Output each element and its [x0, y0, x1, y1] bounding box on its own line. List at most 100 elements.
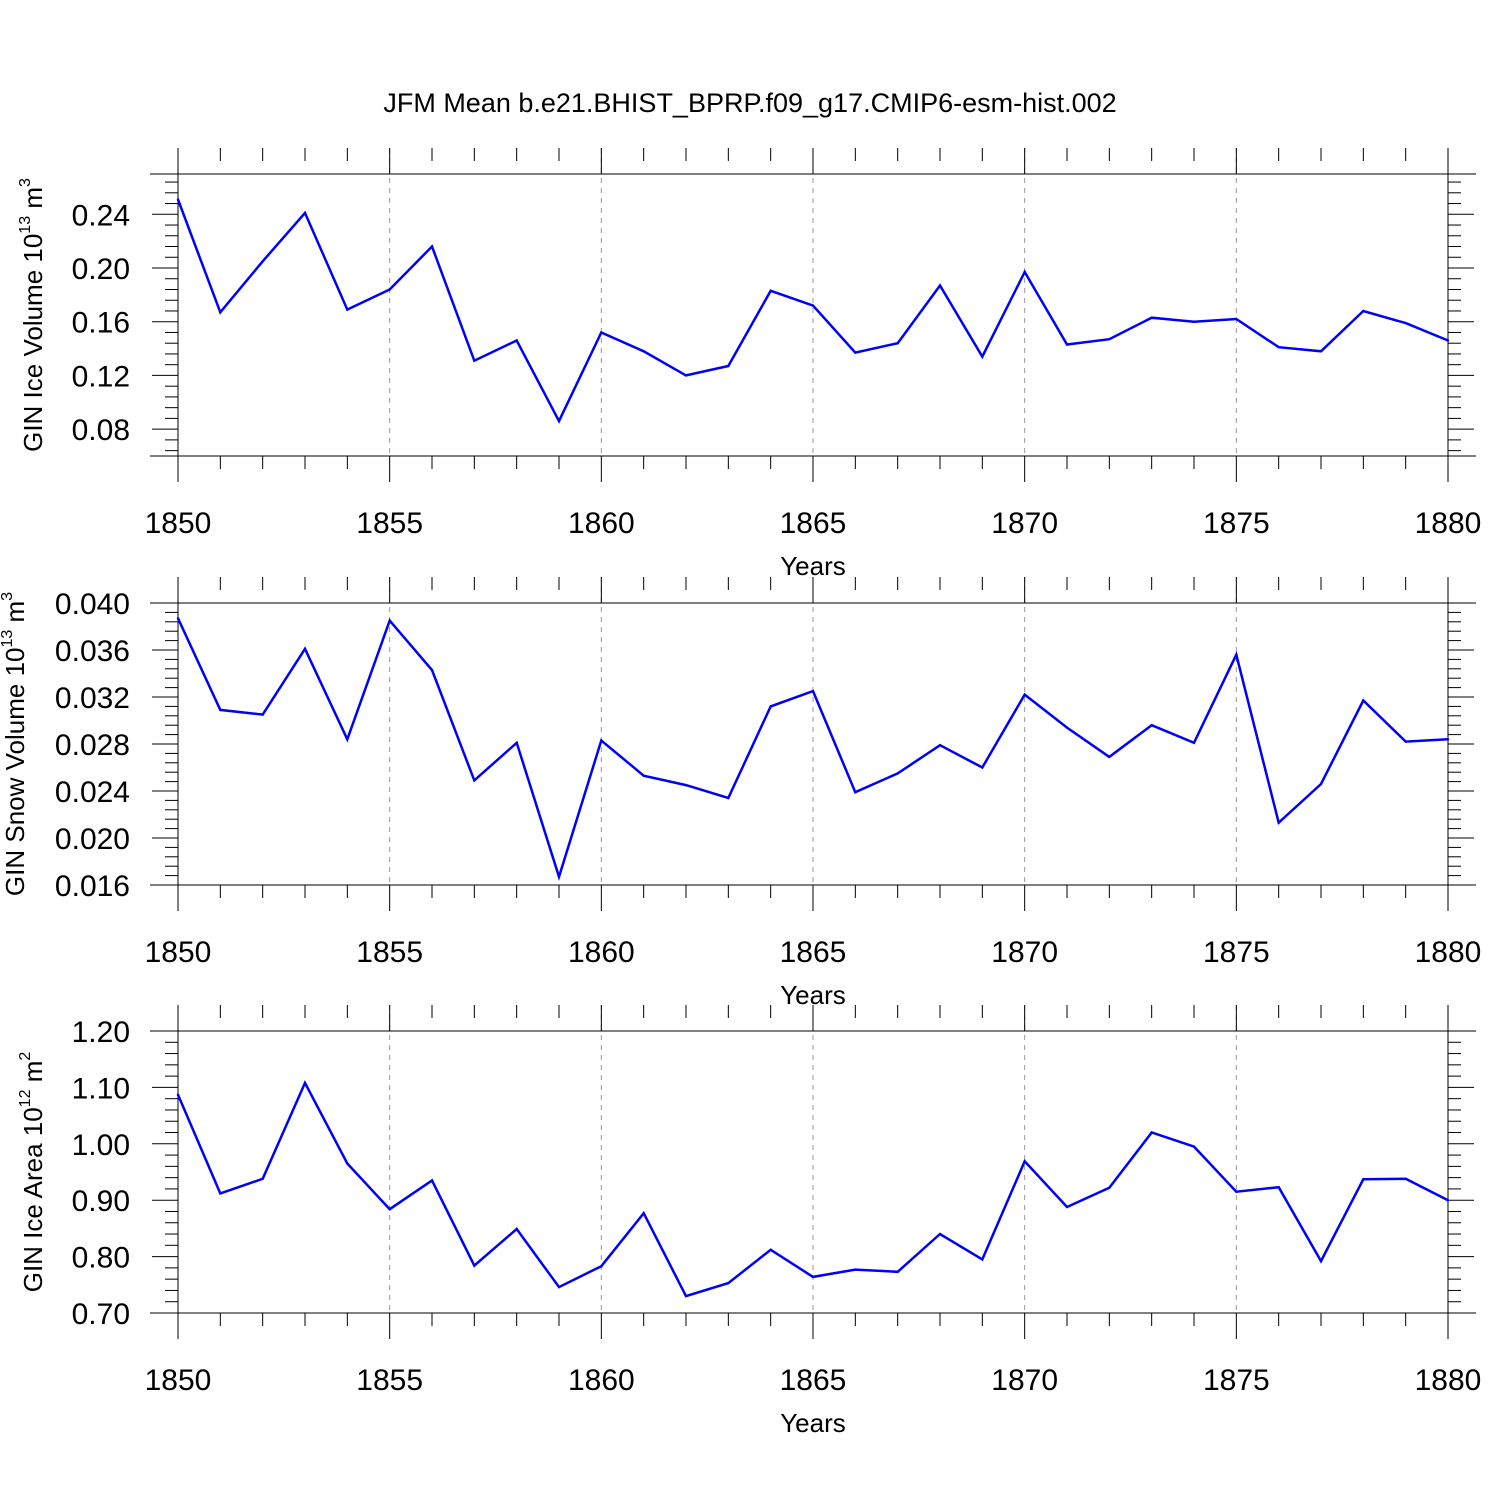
x-tick-label: 1860: [568, 1364, 635, 1397]
data-point: [219, 311, 222, 314]
x-tick-label: 1880: [1415, 507, 1482, 540]
y-axis-title: GIN Ice Volume 1013 m3: [17, 178, 48, 452]
chart-title: JFM Mean b.e21.BHIST_BPRP.f09_g17.CMIP6-…: [383, 88, 1116, 118]
data-point: [303, 1081, 307, 1085]
x-tick-label: 1855: [356, 507, 423, 540]
data-point: [1235, 653, 1238, 656]
data-point: [388, 619, 391, 622]
x-tick-label: 1880: [1415, 936, 1482, 969]
x-tick-label: 1850: [145, 507, 212, 540]
data-point: [684, 783, 688, 787]
y-tick-label: 0.12: [72, 360, 130, 393]
data-point: [896, 342, 899, 345]
y-tick-label: 1.20: [72, 1016, 130, 1049]
data-point: [981, 1258, 984, 1261]
data-point: [1362, 309, 1365, 313]
y-axis-title-superscript: 2: [17, 1052, 34, 1061]
data-point: [176, 1093, 180, 1096]
x-tick-label: 1875: [1203, 936, 1270, 969]
x-tick-label: 1850: [145, 1364, 212, 1397]
data-point: [854, 1268, 857, 1271]
data-point: [1446, 339, 1450, 342]
data-point: [430, 668, 434, 672]
data-point: [1150, 724, 1153, 727]
chart-panel-1: 0.08 0.12 0.16 0.20 0.24 1850 1855 1860 1865 1870…: [17, 148, 1481, 581]
y-tick-label: 0.90: [72, 1185, 130, 1218]
data-point: [1065, 726, 1069, 729]
data-point: [1192, 1145, 1196, 1148]
data-point: [600, 331, 603, 334]
data-point: [1065, 1205, 1069, 1209]
data-point: [938, 284, 942, 287]
y-axis-title-part: GIN Ice Area 10: [18, 1107, 48, 1292]
data-point: [176, 198, 180, 201]
data-point: [1235, 1190, 1238, 1193]
data-point: [1404, 1177, 1407, 1181]
data-point: [346, 1162, 349, 1165]
y-tick-label: 0.70: [72, 1298, 130, 1331]
y-tick-label: 0.028: [55, 729, 130, 762]
data-point: [515, 1227, 518, 1231]
x-tick-label: 1855: [356, 1364, 423, 1397]
data-point: [938, 744, 942, 747]
y-tick-label: 0.024: [55, 776, 130, 809]
data-point: [303, 211, 307, 215]
y-tick-label: 0.20: [72, 253, 130, 286]
data-point: [1192, 320, 1196, 323]
data-point: [430, 245, 434, 248]
y-axis-title-part: m: [18, 187, 48, 216]
data-point: [727, 796, 730, 800]
data-point: [1023, 270, 1026, 274]
data-point: [642, 350, 645, 353]
y-tick-label: 0.08: [72, 414, 130, 447]
data-point: [811, 304, 815, 307]
y-axis-title-superscript: 13: [17, 216, 34, 234]
data-point: [1150, 316, 1153, 319]
y-tick-label: 0.24: [72, 199, 130, 232]
data-point: [1023, 693, 1026, 696]
x-tick-label: 1865: [780, 507, 847, 540]
data-point: [769, 1248, 772, 1252]
chart-panels: 0.08 0.12 0.16 0.20 0.24 1850 1855 1860 1865 1870…: [0, 148, 1481, 1438]
data-point: [515, 741, 518, 744]
y-tick-label: 0.80: [72, 1242, 130, 1275]
y-tick-label: 0.040: [55, 588, 130, 621]
data-point: [642, 1212, 645, 1215]
data-point: [1319, 1259, 1323, 1263]
data-point: [1362, 699, 1365, 702]
data-point: [981, 355, 984, 358]
x-axis-title: Years: [780, 1408, 846, 1438]
y-axis-title-part: m: [0, 601, 30, 630]
data-point: [896, 772, 899, 775]
data-point: [684, 1294, 688, 1298]
x-tick-label: 1870: [991, 1364, 1058, 1397]
x-axis-title: Years: [780, 551, 846, 581]
data-point: [261, 1177, 264, 1181]
y-axis-title-superscript: 3: [17, 178, 34, 187]
data-point: [303, 647, 307, 650]
data-point: [473, 1264, 476, 1267]
data-point: [727, 1281, 730, 1285]
data-point: [854, 791, 857, 794]
data-point: [642, 774, 645, 777]
data-point: [727, 364, 730, 368]
x-tick-label: 1870: [991, 936, 1058, 969]
data-point: [1150, 1131, 1153, 1134]
y-axis-title-superscript: 3: [0, 592, 16, 601]
y-axis-title-superscript: 12: [17, 1089, 34, 1107]
data-point: [769, 289, 772, 292]
x-tick-label: 1870: [991, 507, 1058, 540]
y-tick-label: 1.10: [72, 1072, 130, 1105]
data-point: [557, 1285, 561, 1289]
x-tick-label: 1875: [1203, 1364, 1270, 1397]
data-point: [1108, 338, 1111, 341]
x-tick-label: 1855: [356, 936, 423, 969]
data-point: [473, 359, 476, 362]
data-point: [557, 875, 561, 878]
x-tick-label: 1860: [568, 936, 635, 969]
data-point: [1277, 346, 1280, 349]
data-point: [769, 705, 772, 708]
data-point: [1277, 821, 1280, 824]
y-tick-label: 0.020: [55, 823, 130, 856]
